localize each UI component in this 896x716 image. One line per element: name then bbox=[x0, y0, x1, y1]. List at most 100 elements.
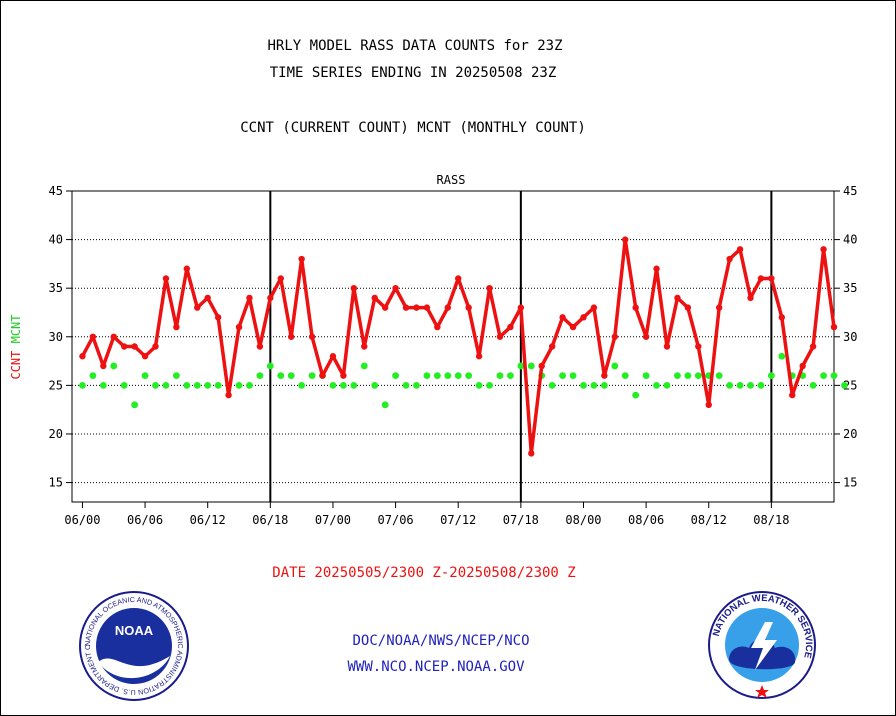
mcnt-point bbox=[444, 372, 452, 380]
mcnt-point bbox=[183, 381, 191, 389]
mcnt-point bbox=[830, 372, 838, 380]
mcnt-point bbox=[642, 372, 650, 380]
mcnt-point bbox=[214, 381, 222, 389]
y-axis-label: CCNT MCNT bbox=[9, 314, 23, 379]
mcnt-point bbox=[172, 372, 180, 380]
mcnt-point bbox=[120, 381, 128, 389]
ccnt-point bbox=[799, 362, 806, 370]
x-tick-label: 08/18 bbox=[753, 513, 789, 527]
mcnt-point bbox=[507, 372, 514, 380]
ccnt-point bbox=[695, 343, 702, 350]
ccnt-point bbox=[194, 304, 201, 311]
mcnt-point bbox=[496, 372, 504, 380]
x-tick-label: 07/12 bbox=[440, 513, 476, 527]
ccnt-point bbox=[768, 275, 775, 282]
mcnt-point bbox=[329, 381, 337, 389]
ccnt-point bbox=[820, 246, 827, 253]
mcnt-point bbox=[339, 381, 347, 389]
mcnt-point bbox=[246, 381, 253, 389]
ccnt-point bbox=[162, 275, 170, 282]
y-tick-label-right: 30 bbox=[843, 330, 857, 344]
ccnt-point bbox=[715, 304, 723, 311]
mcnt-point bbox=[298, 381, 306, 389]
ccnt-point bbox=[110, 333, 117, 340]
ccnt-point bbox=[413, 304, 420, 311]
ccnt-point bbox=[246, 294, 253, 302]
ccnt-point bbox=[642, 333, 650, 340]
ccnt-point bbox=[486, 284, 493, 292]
mcnt-point bbox=[381, 401, 389, 409]
mcnt-point bbox=[621, 372, 629, 380]
mcnt-point bbox=[277, 372, 285, 380]
mcnt-point bbox=[767, 372, 775, 380]
ccnt-point bbox=[267, 294, 274, 302]
ccnt-point bbox=[183, 265, 191, 272]
mcnt-point bbox=[433, 372, 441, 380]
mcnt-point bbox=[527, 362, 535, 370]
mcnt-point bbox=[726, 381, 734, 389]
x-tick-label: 07/06 bbox=[378, 513, 414, 527]
ccnt-point bbox=[569, 323, 577, 331]
chart-title-rass: RASS bbox=[437, 173, 466, 187]
date-range-label: DATE 20250505/2300 Z-20250508/2300 Z bbox=[272, 565, 576, 581]
ccnt-point bbox=[256, 343, 264, 350]
mcnt-point bbox=[110, 362, 118, 370]
ccnt-point bbox=[653, 265, 660, 272]
mcnt-point bbox=[99, 381, 107, 389]
chart-time-series-title: TIME SERIES ENDING IN 20250508 23Z bbox=[269, 65, 557, 81]
mcnt-point bbox=[580, 381, 587, 389]
ccnt-point bbox=[736, 246, 744, 253]
ccnt-point bbox=[444, 304, 451, 311]
x-tick-label: 06/00 bbox=[64, 513, 100, 527]
mcnt-point bbox=[590, 381, 598, 389]
ccnt-point bbox=[120, 343, 128, 350]
x-tick-label: 07/18 bbox=[503, 513, 539, 527]
mcnt-point bbox=[256, 372, 264, 380]
y-tick-label-right: 45 bbox=[843, 184, 857, 198]
ccnt-point bbox=[381, 304, 389, 311]
ccnt-point bbox=[809, 343, 817, 350]
mcnt-point bbox=[736, 381, 744, 389]
ccnt-point bbox=[340, 372, 347, 379]
x-tick-label: 08/06 bbox=[628, 513, 664, 527]
ccnt-point bbox=[329, 353, 337, 360]
mcnt-point bbox=[674, 372, 681, 380]
ccnt-point bbox=[89, 333, 97, 340]
ccnt-point bbox=[580, 314, 587, 321]
ccnt-point bbox=[538, 362, 545, 370]
mcnt-point bbox=[152, 381, 159, 389]
y-tick-label-left: 25 bbox=[49, 378, 63, 392]
mcnt-point bbox=[486, 381, 493, 389]
ccnt-point bbox=[830, 323, 838, 331]
ccnt-point bbox=[611, 333, 618, 340]
mcnt-point bbox=[820, 372, 827, 380]
mcnt-point bbox=[413, 381, 420, 389]
mcnt-point bbox=[653, 381, 660, 389]
ccnt-point bbox=[496, 333, 504, 340]
ccnt-point bbox=[350, 284, 358, 292]
y-tick-label-left: 35 bbox=[49, 281, 63, 295]
ccnt-point bbox=[705, 401, 712, 409]
x-tick-label: 08/00 bbox=[565, 513, 601, 527]
x-tick-label: 06/06 bbox=[127, 513, 163, 527]
mcnt-point bbox=[517, 362, 525, 370]
mcnt-point bbox=[684, 372, 692, 380]
nws-lightning-icon bbox=[751, 622, 777, 670]
mcnt-point bbox=[715, 372, 723, 380]
mcnt-point bbox=[778, 352, 786, 360]
ccnt-point bbox=[747, 294, 754, 302]
y-tick-label-right: 20 bbox=[843, 427, 857, 441]
mcnt-point bbox=[423, 372, 431, 380]
ccnt-point bbox=[590, 304, 598, 311]
ccnt-point bbox=[79, 353, 86, 360]
org-line: DOC/NOAA/NWS/NCEP/NCO bbox=[352, 633, 530, 649]
mcnt-point bbox=[235, 381, 243, 389]
x-tick-label: 06/12 bbox=[190, 513, 226, 527]
ccnt-point bbox=[601, 372, 608, 379]
ccnt-point bbox=[789, 391, 796, 399]
nws-star-icon bbox=[755, 685, 769, 698]
mcnt-point bbox=[287, 372, 295, 380]
y-tick-label-right: 15 bbox=[843, 476, 857, 490]
ccnt-point bbox=[528, 450, 535, 457]
noaa-logo: NOAA NATIONAL OCEANIC AND ATMOSPHERIC AD… bbox=[78, 590, 189, 701]
